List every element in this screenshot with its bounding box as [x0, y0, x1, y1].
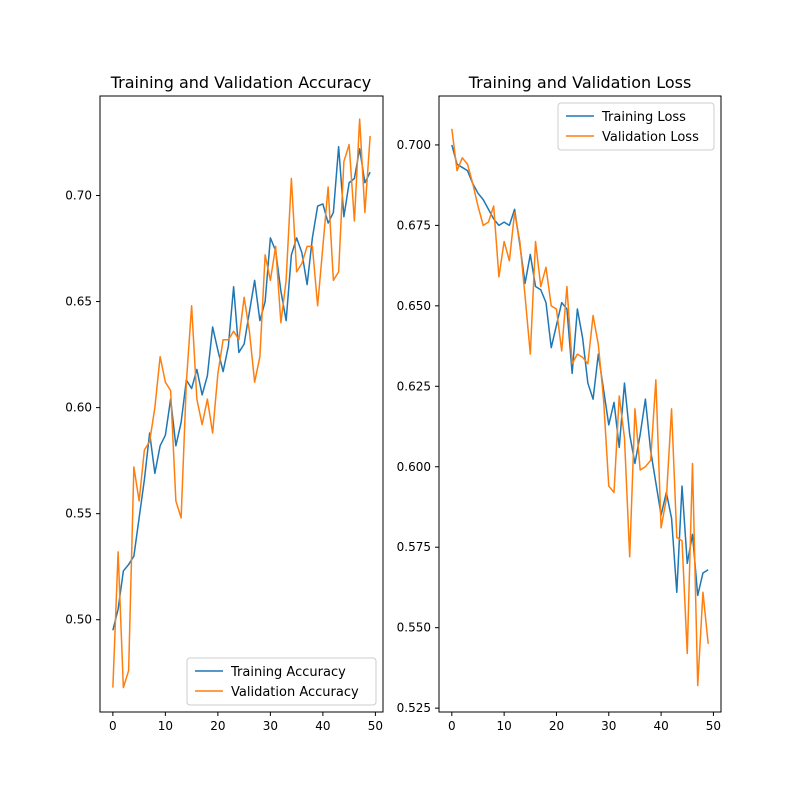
accuracy-x-tick-label: 40: [315, 719, 330, 733]
accuracy-series-line-training: [112, 145, 371, 631]
accuracy-chart-title: Training and Validation Accuracy: [110, 73, 372, 92]
loss-chart-axes-frame: [438, 95, 722, 713]
loss-legend-entry: Training Loss: [601, 110, 686, 125]
accuracy-y-tick-label: 0.60: [65, 401, 92, 415]
loss-chart-title: Training and Validation Loss: [468, 73, 692, 92]
accuracy-x-tick-label: 50: [368, 719, 383, 733]
loss-legend-entry: Validation Loss: [602, 130, 699, 145]
loss-series-line-validation: [451, 128, 709, 687]
accuracy-series-line-validation: [112, 118, 371, 689]
accuracy-chart-ticks: 0 10 20 30 40 50 0.50 0.55 0.60 0.65 0.70: [65, 188, 383, 733]
accuracy-legend-entry: Training Accuracy: [230, 665, 346, 680]
accuracy-x-tick-label: 20: [210, 719, 225, 733]
loss-x-tick-label: 30: [601, 719, 616, 733]
accuracy-x-tick-label: 30: [263, 719, 278, 733]
accuracy-x-tick-label: 10: [158, 719, 173, 733]
loss-y-tick-label: 0.625: [397, 379, 431, 393]
loss-y-tick-label: 0.675: [397, 218, 431, 232]
loss-y-tick-label: 0.650: [397, 299, 431, 313]
loss-chart: Training and Validation Loss 0 10 20 30 40 50…: [397, 73, 722, 733]
loss-x-tick-label: 40: [653, 719, 668, 733]
loss-legend-box: [557, 102, 715, 151]
loss-chart-legend: Training Loss Validation Loss: [557, 102, 715, 151]
accuracy-y-tick-label: 0.55: [65, 507, 92, 521]
accuracy-chart-legend: Training Accuracy Validation Accuracy: [186, 657, 377, 706]
loss-chart-ticks: 0 10 20 30 40 50 0.525 0.550 0.575 0.600 0.625 0.65…: [397, 138, 721, 733]
loss-y-tick-label: 0.575: [397, 540, 431, 554]
loss-x-tick-label: 50: [706, 719, 721, 733]
loss-x-tick-label: 20: [549, 719, 564, 733]
loss-y-tick-label: 0.700: [397, 138, 431, 152]
accuracy-legend-entry: Validation Accuracy: [231, 685, 359, 700]
accuracy-chart-axes-frame: [99, 95, 384, 713]
loss-x-tick-label: 10: [496, 719, 511, 733]
accuracy-y-tick-label: 0.50: [65, 613, 92, 627]
loss-chart-marks: [451, 128, 709, 687]
loss-y-tick-label: 0.550: [397, 621, 431, 635]
accuracy-x-tick-label: 0: [109, 719, 117, 733]
accuracy-chart: Training and Validation Accuracy 0 10 20 30…: [65, 73, 384, 733]
accuracy-y-tick-label: 0.70: [65, 188, 92, 202]
loss-x-tick-label: 0: [448, 719, 456, 733]
loss-y-tick-label: 0.525: [397, 701, 431, 715]
accuracy-legend-box: [186, 657, 377, 706]
accuracy-chart-marks: [112, 118, 371, 689]
accuracy-y-tick-label: 0.65: [65, 295, 92, 309]
loss-y-tick-label: 0.600: [397, 460, 431, 474]
